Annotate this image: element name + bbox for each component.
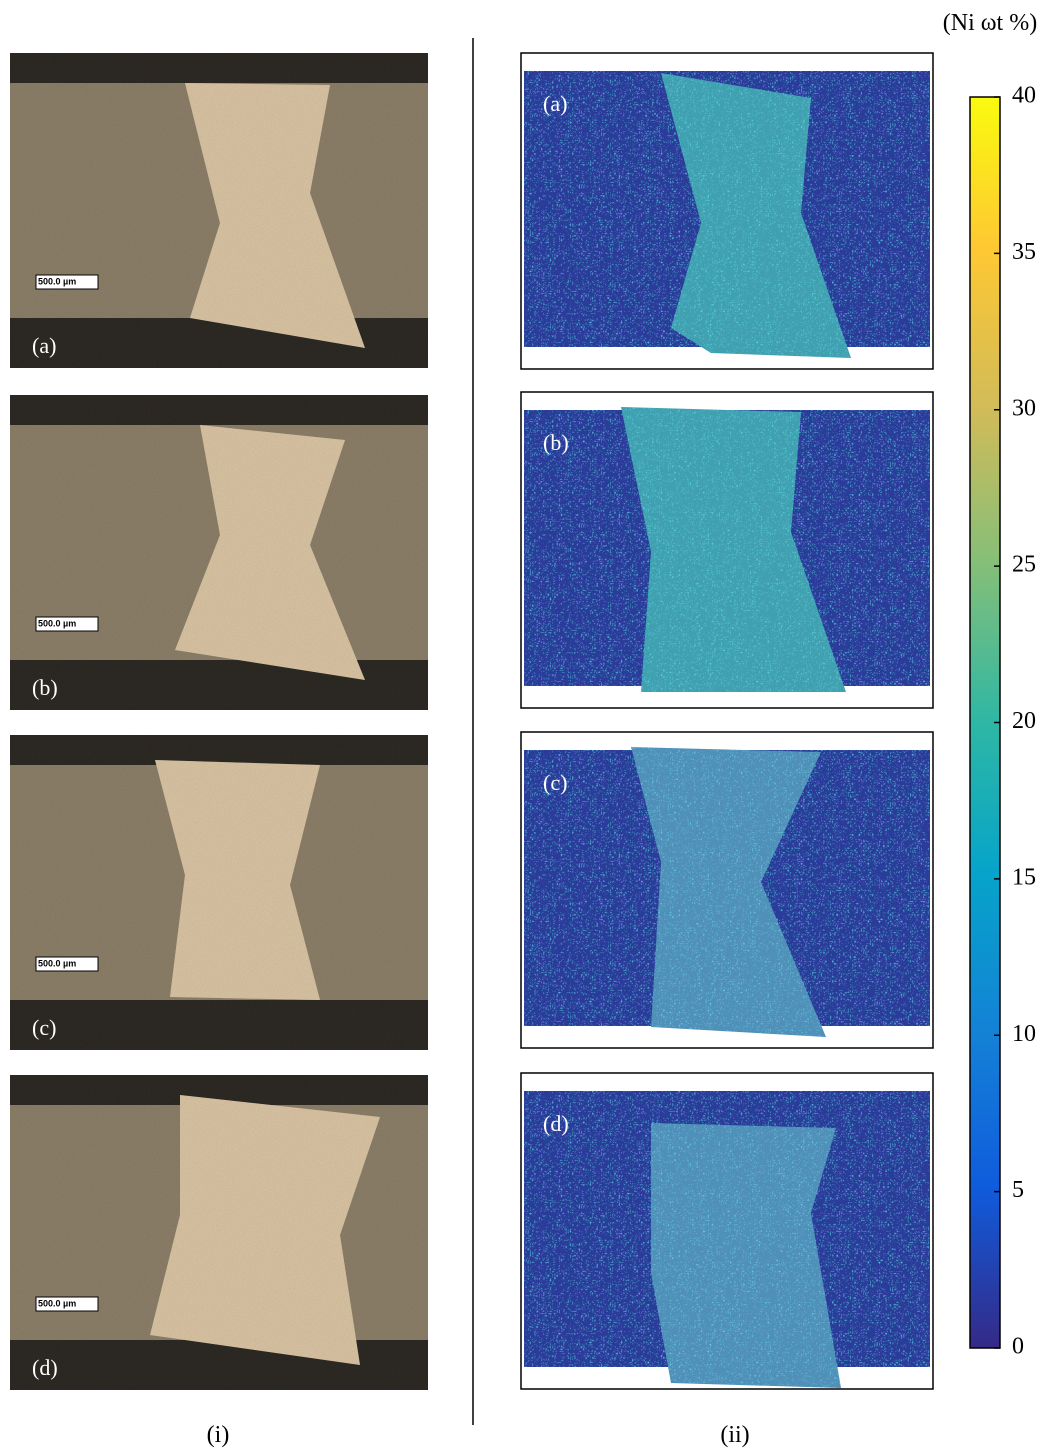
scale-bar-bg — [35, 956, 99, 972]
weld-zone — [621, 407, 846, 692]
micrograph: 500.0 µm (c) — [10, 735, 428, 1050]
micrograph: 500.0 µm (d) — [10, 1075, 428, 1390]
panel-label: (c) — [32, 1015, 56, 1040]
panel-label: (a) — [543, 91, 567, 116]
tick-label: 15 — [1012, 864, 1036, 890]
tick-label: 25 — [1012, 552, 1036, 578]
scale-bar-bg — [35, 1296, 99, 1312]
colorbar-title: (Ni ωt %) — [943, 10, 1037, 36]
scale-bar: 500.0 µm — [38, 958, 76, 968]
panel-label: (a) — [32, 333, 56, 358]
panel-label: (c) — [543, 770, 567, 795]
caption: (i) — [207, 1422, 230, 1448]
weld-zone — [631, 747, 826, 1037]
scale-bar: 500.0 µm — [38, 1298, 76, 1308]
tick-label: 35 — [1012, 239, 1036, 265]
tick-label: 30 — [1012, 395, 1036, 421]
frame — [520, 1072, 934, 1390]
scale-bar: 500.0 µm — [38, 618, 76, 628]
panel-label: (b) — [32, 675, 58, 700]
tick-label: 0 — [1012, 1334, 1024, 1360]
ni-map: (a) — [520, 52, 934, 370]
weld-zone — [661, 73, 851, 358]
frame — [520, 391, 934, 709]
panel-label: (d) — [32, 1355, 58, 1380]
frame — [520, 52, 934, 370]
weld-zone — [651, 1123, 841, 1388]
caption: (ii) — [720, 1422, 749, 1448]
tick-label: 10 — [1012, 1021, 1036, 1047]
tick-label: 5 — [1012, 1177, 1024, 1203]
micrograph: 500.0 µm (a) — [10, 53, 428, 368]
scale-bar: 500.0 µm — [38, 276, 76, 286]
weld-zone — [155, 760, 320, 1000]
micrograph: 500.0 µm (b) — [10, 395, 428, 710]
scale-bar-bg — [35, 274, 99, 290]
scale-bar-bg — [35, 616, 99, 632]
ni-map: (d) — [520, 1072, 934, 1390]
tick-label: 20 — [1012, 708, 1036, 734]
frame — [520, 731, 934, 1049]
panel-label: (d) — [543, 1111, 569, 1136]
ni-map: (c) — [520, 731, 934, 1049]
weld-zone — [175, 425, 365, 680]
weld-zone — [185, 83, 365, 348]
tick-label: 40 — [1012, 83, 1036, 109]
weld-zone — [150, 1095, 380, 1365]
ni-map: (b) — [520, 391, 934, 709]
panel-label: (b) — [543, 430, 569, 455]
